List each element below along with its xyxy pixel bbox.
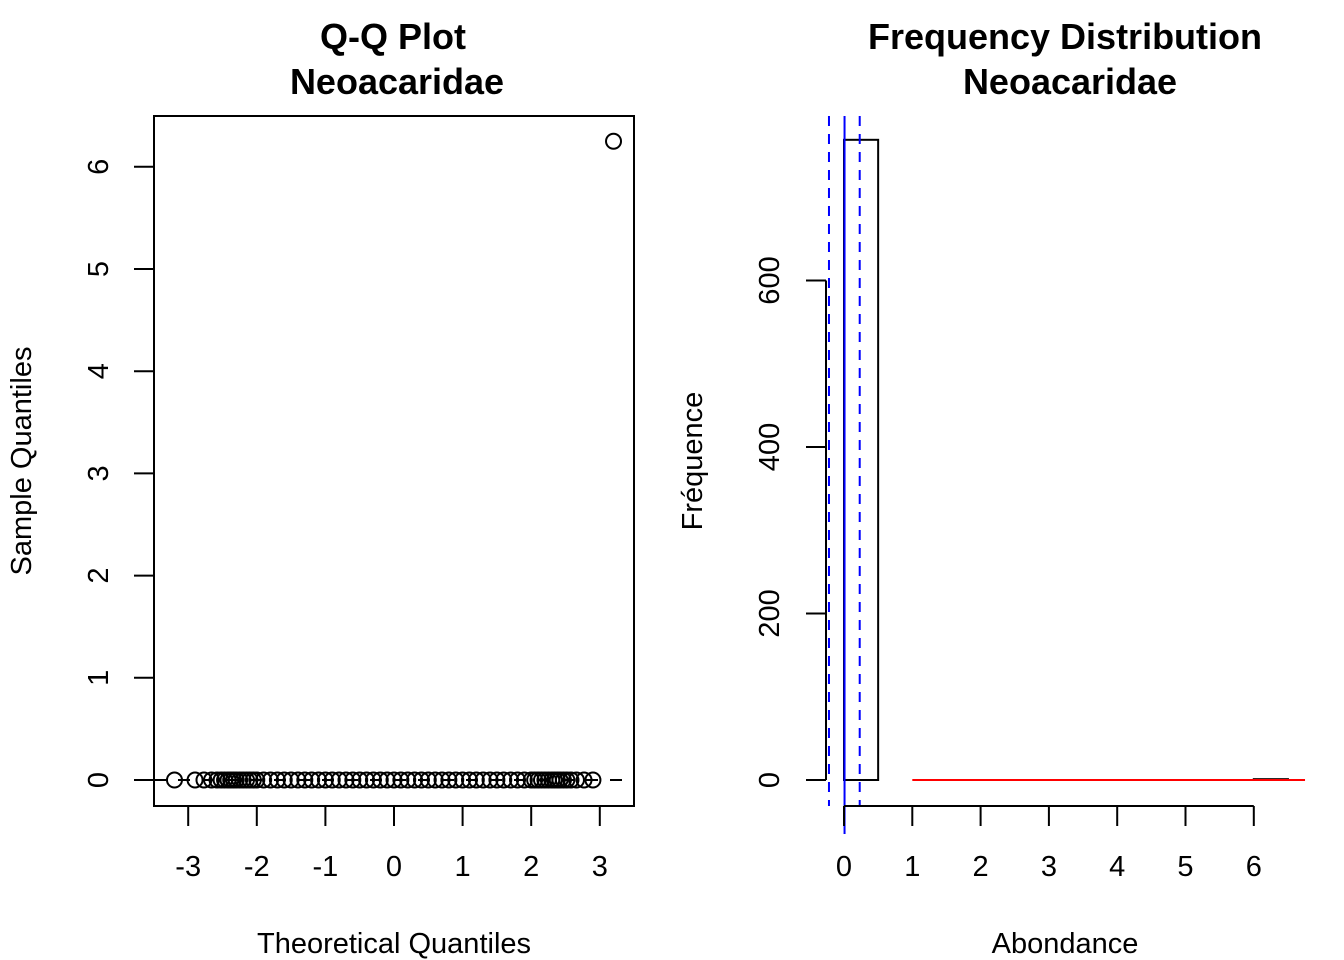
histogram-bar [843,138,880,781]
sd-lines-group [827,116,861,806]
histogram-y-tick-label: 400 [754,423,786,471]
qq-point [310,771,328,789]
qq-point [371,771,389,789]
qq-point [385,771,403,789]
qq-point [255,771,273,789]
histogram-x-tick-label: 6 [1246,851,1262,883]
qq-point [282,771,300,789]
qq-point [344,771,362,789]
qq-plot-panel: Q-Q Plot Neoacaridae -3 -2 -1 0 1 2 3 0123456 … [6,16,635,960]
qq-points-group [165,132,623,789]
qq-point [575,771,593,789]
qq-y-tick-label: 4 [83,363,115,379]
histogram-x-tick-label: 4 [1109,851,1125,883]
qq-point [392,771,410,789]
qq-x-axis-label: Theoretical Quantiles [257,928,531,960]
qq-point [440,771,458,789]
histogram-subtitle: Neoacaridae [963,61,1177,102]
qq-point [508,771,526,789]
qq-plot-frame [153,115,635,807]
histogram-x-tick-label: 0 [836,851,852,883]
qq-point [203,771,221,789]
qq-plot-subtitle: Neoacaridae [290,61,504,102]
qq-y-axis-label: Sample Quantiles [6,347,38,576]
qq-point [316,771,334,789]
qq-x-tick-label: -3 [175,851,201,883]
qq-point [330,771,348,789]
qq-point [426,771,444,789]
qq-y-axis: 0 1 2 3 4 5 6 [83,159,155,788]
qq-point [567,771,585,789]
qq-x-tick-label: -1 [313,851,339,883]
qq-point [406,771,424,789]
histogram-y-axis-label: Fréquence [677,392,709,531]
qq-point [351,771,369,789]
qq-point [337,771,355,789]
qq-point [399,771,417,789]
qq-point [419,771,437,789]
qq-point [248,771,266,789]
histogram-x-tick-label: 1 [904,851,920,883]
qq-y-tick-label: 2 [83,568,115,584]
qq-point [275,771,293,789]
histogram-y-tick-label: 600 [754,256,786,304]
qq-y-tick-label: 3 [83,465,115,481]
histogram-x-tick-label: 2 [973,851,989,883]
qq-point [296,771,314,789]
qq-point [208,771,226,789]
qq-point [447,771,465,789]
qq-point [378,771,396,789]
histogram-x-tick-label: 5 [1177,851,1193,883]
qq-x-axis: -3 -2 -1 0 1 2 3 [175,805,608,883]
qq-y-tick-label: 5 [83,261,115,277]
qq-point [495,771,513,789]
qq-plot-title: Q-Q Plot [320,16,466,57]
qq-point [323,771,341,789]
histogram-y-tick-label: 0 [754,772,786,788]
qq-point [262,771,280,789]
histogram-title: Frequency Distribution [868,16,1262,57]
qq-point [289,771,307,789]
qq-point [467,771,485,789]
qq-x-tick-label: 1 [455,851,471,883]
qq-point [412,771,430,789]
qq-point [605,132,623,150]
qq-point [515,771,533,789]
histogram-x-axis-label: Abondance [992,928,1139,960]
qq-y-tick-label: 6 [83,159,115,175]
qq-point [460,771,478,789]
qq-point [433,771,451,789]
qq-point [481,771,499,789]
qq-x-tick-label: 2 [523,851,539,883]
histogram-y-tick-label: 200 [754,589,786,637]
qq-point [364,771,382,789]
qq-point [474,771,492,789]
qq-x-tick-label: -2 [244,851,270,883]
histogram-y-axis: 0 200 400 600 [754,256,827,788]
qq-point [165,771,183,789]
qq-point [488,771,506,789]
qq-point [562,771,580,789]
qq-x-tick-label: 0 [386,851,402,883]
histogram-x-axis: 0 1 2 3 4 5 6 [836,805,1262,883]
qq-point [268,771,286,789]
qq-point [584,771,602,789]
qq-point [303,771,321,789]
qq-x-tick-label: 3 [592,851,608,883]
qq-point [454,771,472,789]
histogram-x-tick-label: 3 [1041,851,1057,883]
qq-y-tick-label: 1 [83,670,115,686]
histogram-bars-group [843,138,1289,781]
qq-point [558,771,576,789]
qq-point [195,771,213,789]
histogram-panel: Frequency Distribution Neoacaridae 0 1 2 3 4… [677,16,1306,960]
qq-y-tick-label: 0 [83,772,115,788]
qq-point [502,771,520,789]
qq-point [186,771,204,789]
qq-point [358,771,376,789]
